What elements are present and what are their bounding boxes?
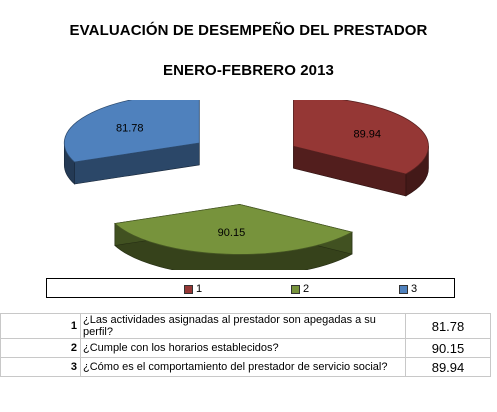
data-label: 89.94 (353, 128, 381, 140)
legend-item-2: 2 (291, 282, 309, 296)
row-value: 89.94 (405, 357, 491, 377)
table-row: 2 ¿Cumple con los horarios establecidos?… (0, 338, 491, 358)
pie-slice-top (293, 100, 429, 175)
chart-title: EVALUACIÓN DE DESEMPEÑO DEL PRESTADOR (69, 22, 428, 39)
pie-slice-2: 90.15 (113, 204, 354, 270)
table-row: 1 ¿Las actividades asignadas al prestado… (0, 313, 491, 339)
legend-swatch-3 (399, 284, 408, 294)
row-value: 90.15 (405, 338, 491, 358)
legend-label-3: 3 (411, 283, 418, 295)
data-label: 90.15 (218, 227, 246, 239)
chart-subtitle: ENERO-FEBRERO 2013 (162, 62, 334, 79)
chart-legend: 1 2 3 (46, 278, 455, 298)
legend-label-1: 1 (196, 283, 203, 295)
row-number: 3 (0, 357, 81, 377)
data-label: 81.78 (116, 123, 144, 135)
pie-slice-3: 81.78 (63, 100, 200, 185)
row-question: ¿Cómo es el comportamiento del prestador… (80, 357, 406, 377)
legend-label-2: 2 (303, 283, 310, 295)
table-row: 3 ¿Cómo es el comportamiento del prestad… (0, 357, 491, 377)
legend-item-1: 1 (184, 282, 202, 296)
row-question: ¿Las actividades asignadas al prestador … (80, 313, 406, 339)
pie-slice-top (113, 204, 354, 255)
pie-slice-1: 89.94 (293, 100, 429, 197)
legend-swatch-1 (184, 284, 193, 294)
pie-chart: 81.78 89.94 90.15 (63, 100, 429, 270)
legend-swatch-2 (291, 284, 300, 294)
questions-table: 1 ¿Las actividades asignadas al prestado… (0, 313, 491, 377)
row-number: 2 (0, 338, 81, 358)
row-question: ¿Cumple con los horarios establecidos? (80, 338, 406, 358)
pie-slice-top (63, 100, 200, 163)
row-value: 81.78 (405, 313, 491, 339)
row-number: 1 (0, 313, 81, 339)
legend-item-3: 3 (399, 282, 417, 296)
